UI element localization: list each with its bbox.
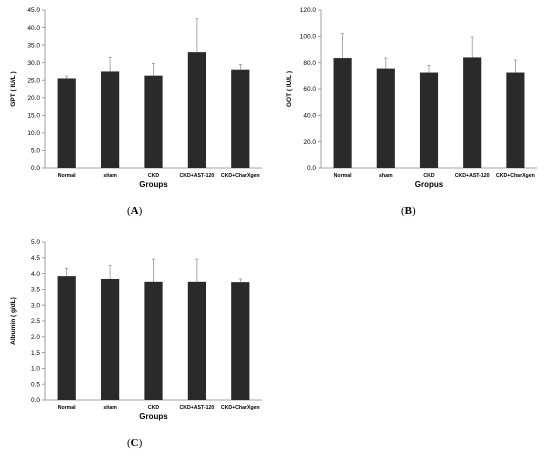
y-tick-label: 45.0 xyxy=(27,7,40,14)
chart-got: 0.0 20.0 40.0 60.0 80.0 100.0 120.0 Normal sham C… xyxy=(286,7,537,189)
x-tick-label: CKD+AST-120 xyxy=(180,405,215,411)
x-tick-label: CKD+CharXgen xyxy=(221,405,260,411)
panel-label-open: ( xyxy=(127,437,131,449)
panel-label-close: ) xyxy=(138,205,143,217)
y-tick-label: 30.0 xyxy=(27,60,40,67)
chart-gpt: 0.0 5.0 10.0 15.0 20.0 25.0 30.0 35.0 40.0 45.0 No… xyxy=(10,7,262,189)
y-tick-label: 0.0 xyxy=(31,397,40,404)
y-tick-label: 2.0 xyxy=(31,334,40,341)
y-tick-label: 25.0 xyxy=(27,77,40,84)
x-tick-label: CKD xyxy=(148,405,159,411)
y-axis-title: GOT ( IU/L ) xyxy=(286,71,293,107)
bar xyxy=(231,69,250,168)
y-tick-label: 5.0 xyxy=(31,148,40,155)
bar xyxy=(100,71,120,168)
chart-albumin: 0.0 0.5 1.0 1.5 2.0 2.5 3.0 3.5 4.0 4.5 5.0 Normal s… xyxy=(10,239,262,421)
x-tick-label: CKD xyxy=(148,173,159,179)
x-tick-label: CKD+AST-120 xyxy=(455,173,490,179)
y-tick-label: 1.5 xyxy=(31,350,40,357)
y-tick-label: 40.0 xyxy=(27,25,40,32)
x-axis-title: Groups xyxy=(139,412,168,421)
bar xyxy=(506,72,525,168)
panel-label-close: ) xyxy=(412,205,416,217)
bar xyxy=(187,281,207,400)
x-tick-label: CKD+CharXgen xyxy=(496,173,535,179)
panel-label-a: (A) xyxy=(127,205,142,217)
y-tick-label: 3.5 xyxy=(31,287,40,294)
bar xyxy=(57,78,76,168)
x-tick-label: CKD+CharXgen xyxy=(221,173,260,179)
bar xyxy=(100,278,120,400)
bar xyxy=(463,57,482,168)
bar xyxy=(144,75,163,168)
x-tick-label: sham xyxy=(103,405,117,411)
x-tick-label: sham xyxy=(103,173,117,179)
x-tick-label: CKD+AST-120 xyxy=(180,173,215,179)
y-tick-label: 4.0 xyxy=(31,271,40,278)
bar xyxy=(376,68,395,168)
y-tick-label: 4.5 xyxy=(31,255,40,262)
bar xyxy=(419,72,439,168)
panel-label-letter: C xyxy=(130,437,139,449)
y-tick-label: 35.0 xyxy=(27,42,40,49)
y-tick-label: 0.0 xyxy=(31,165,40,172)
y-tick-label: 20.0 xyxy=(303,139,316,146)
panel-label-open: ( xyxy=(401,205,405,217)
y-tick-label: 0.0 xyxy=(307,165,316,172)
panel-label-c: (C) xyxy=(127,437,142,449)
y-tick-label: 120.0 xyxy=(300,7,317,14)
y-tick-label: 3.0 xyxy=(31,302,40,309)
panel-label-b: (B) xyxy=(401,205,416,217)
x-tick-label: Normal xyxy=(58,173,76,179)
y-tick-label: 80.0 xyxy=(303,60,316,67)
x-tick-label: sham xyxy=(379,173,393,179)
y-tick-label: 2.5 xyxy=(31,318,40,325)
y-axis-title: GPT ( IU/L ) xyxy=(10,71,17,106)
y-tick-label: 1.0 xyxy=(31,366,40,373)
x-tick-label: CKD xyxy=(423,173,434,179)
bar xyxy=(187,52,207,169)
bar xyxy=(144,281,163,400)
y-tick-label: 15.0 xyxy=(27,113,40,120)
y-tick-label: 10.0 xyxy=(27,130,40,137)
x-tick-label: Normal xyxy=(334,173,352,179)
x-axis-title: Groups xyxy=(139,180,168,189)
panel-label-close: ) xyxy=(138,437,143,449)
x-axis-title: Gropus xyxy=(415,180,444,189)
y-tick-label: 100.0 xyxy=(300,34,317,41)
bar xyxy=(333,58,352,168)
y-tick-label: 0.5 xyxy=(31,381,40,388)
panel-label-open: ( xyxy=(127,205,131,217)
y-axis-title: Albumin ( g/dL) xyxy=(10,297,17,345)
y-tick-label: 40.0 xyxy=(303,113,316,120)
panel-label-letter: B xyxy=(404,205,413,217)
bar xyxy=(231,282,250,400)
bar xyxy=(57,276,76,400)
y-tick-label: 5.0 xyxy=(31,239,40,246)
x-tick-label: Normal xyxy=(58,405,76,411)
panel-label-letter: A xyxy=(130,205,139,217)
y-tick-label: 60.0 xyxy=(303,86,316,93)
y-tick-label: 20.0 xyxy=(27,95,40,102)
